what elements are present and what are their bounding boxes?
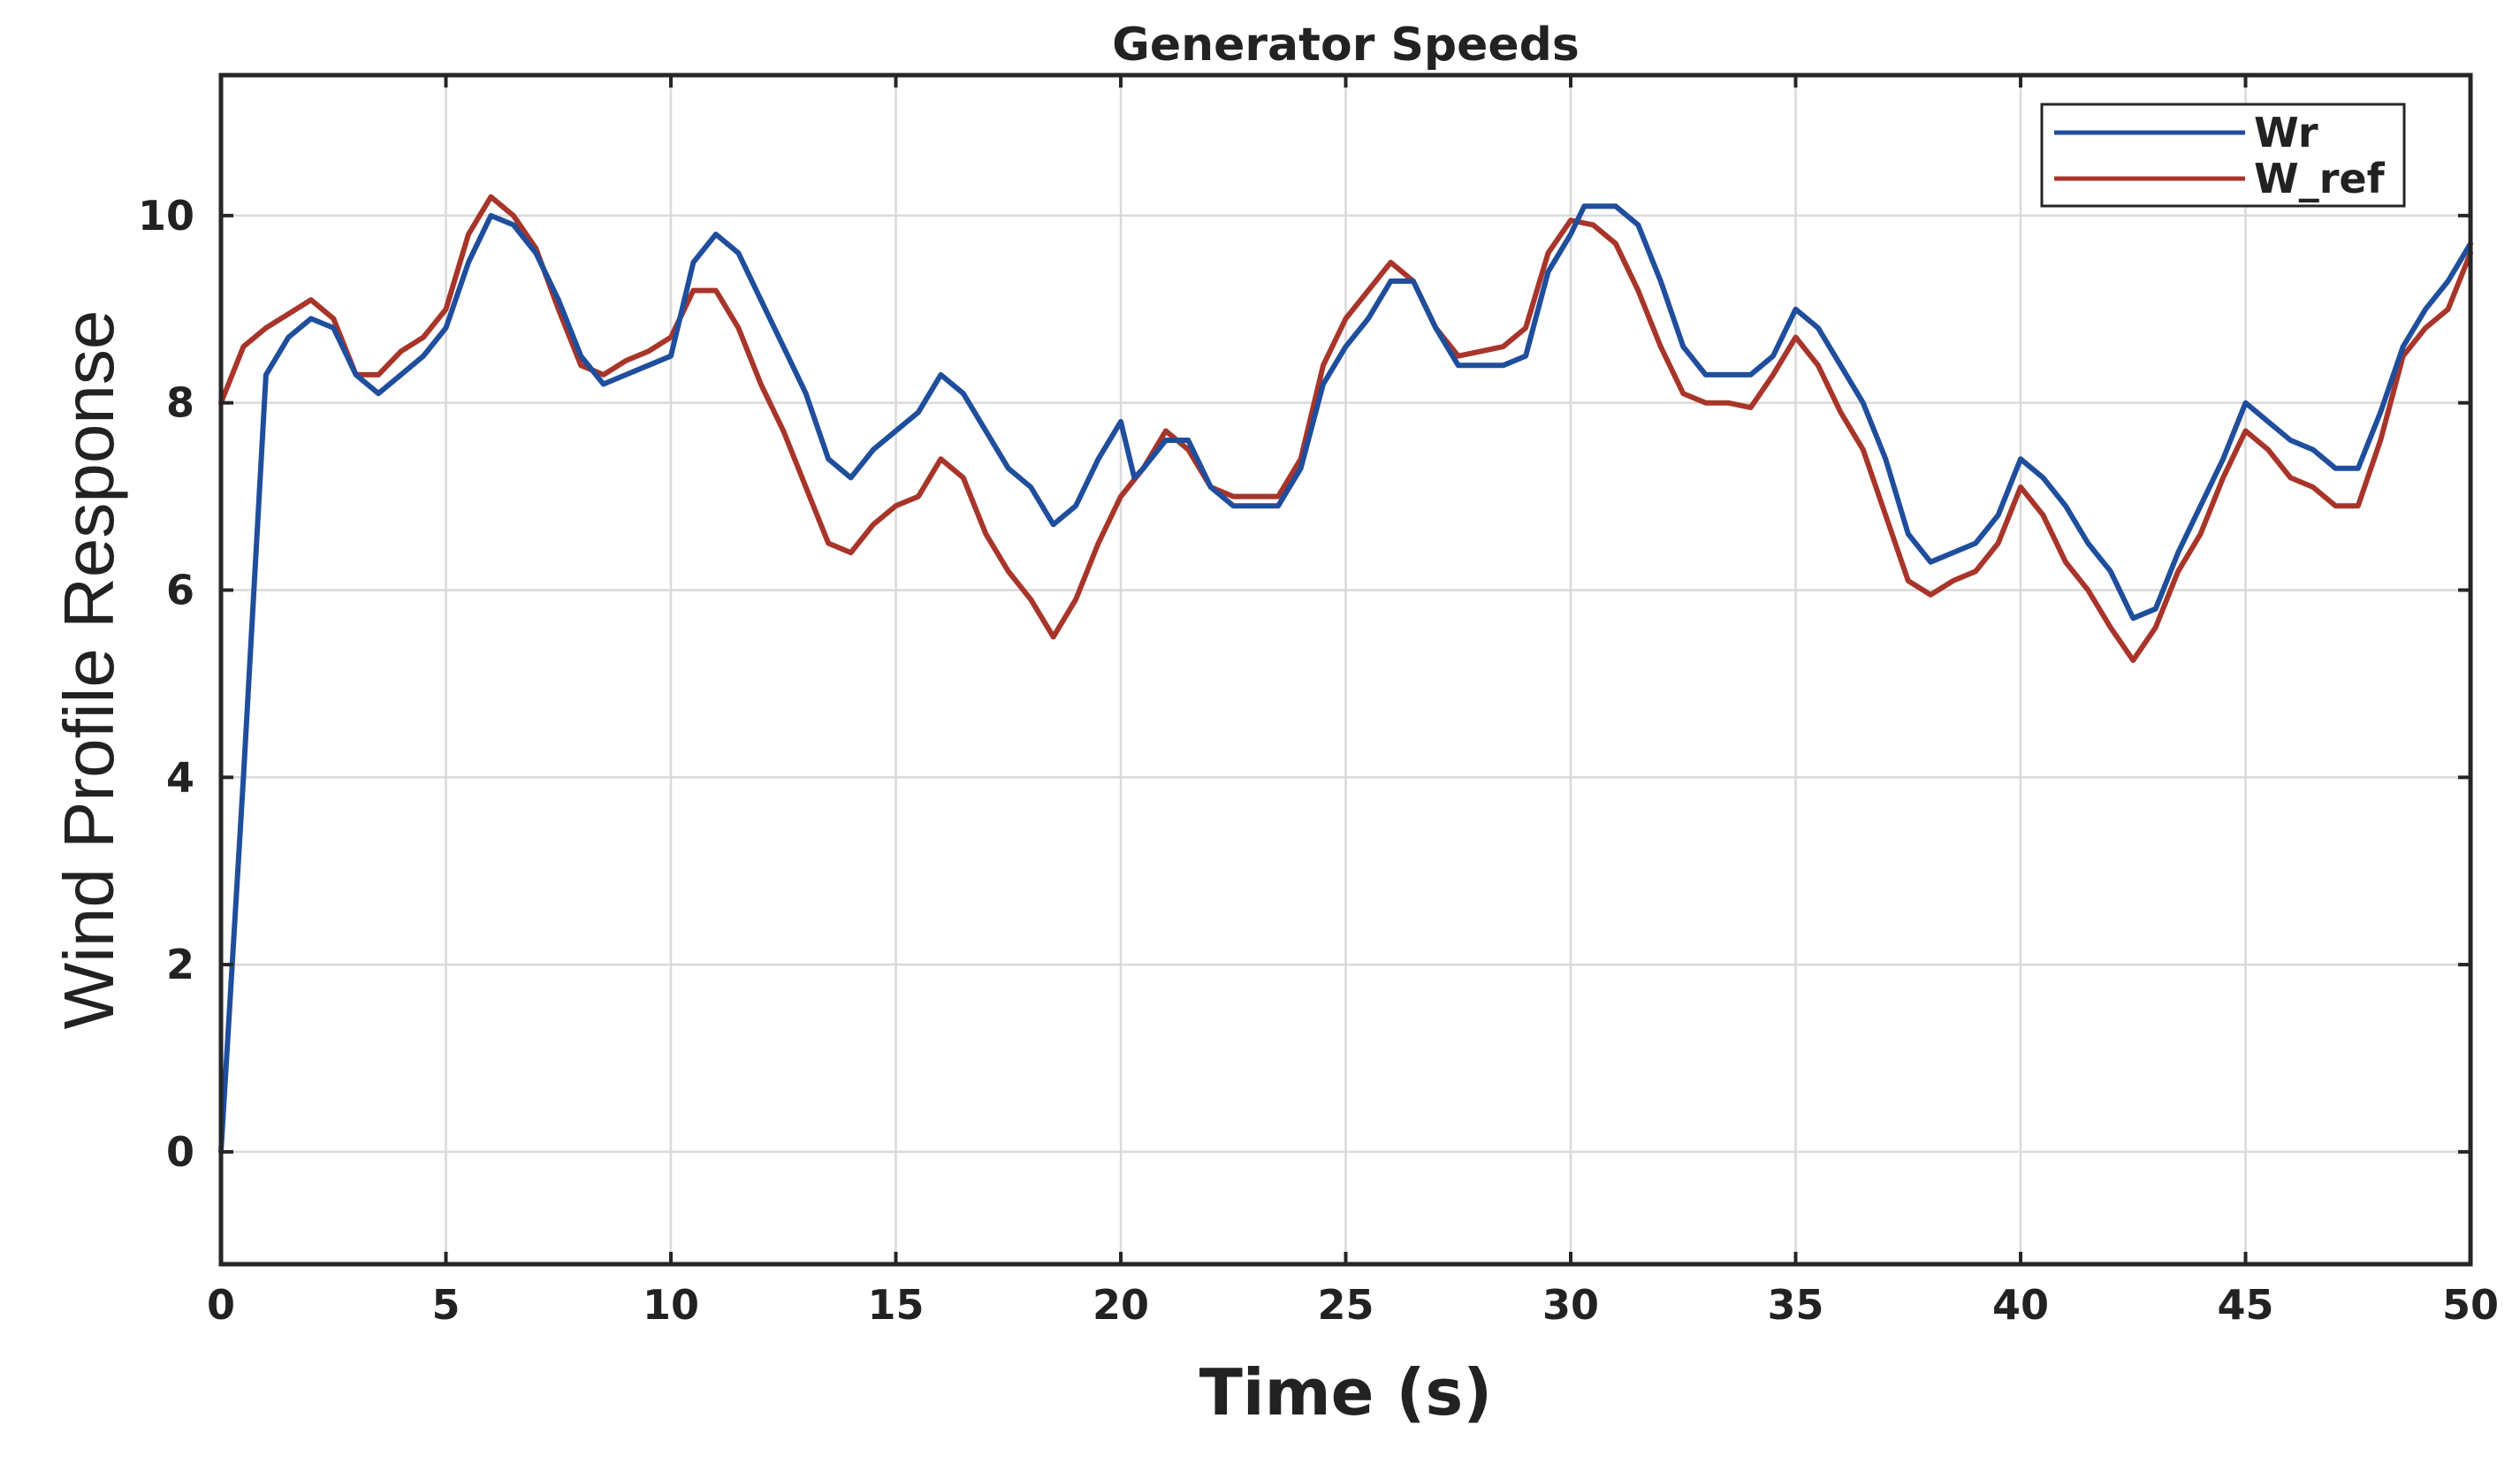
series-lines [218,194,2473,1155]
y-tick-label: 10 [138,192,194,240]
y-tick-label: 8 [166,379,194,427]
x-axis-label: Time (s) [1199,1355,1492,1430]
x-tick-label: 30 [1542,1281,1599,1329]
x-tick-label: 35 [1767,1281,1823,1329]
x-tick-label: 25 [1317,1281,1374,1329]
y-axis-label: Wind Profile Response [49,310,128,1030]
legend: Wr W_ref [2040,103,2406,208]
x-tick-label: 5 [431,1281,460,1329]
x-tick-label: 45 [2217,1281,2273,1329]
legend-label-wr: Wr [2254,109,2318,156]
legend-box [2040,103,2406,208]
x-tick-label: 50 [2442,1281,2499,1329]
x-tick-label: 0 [207,1281,235,1329]
x-axis-tick-labels: 0 5 10 15 20 25 30 35 40 45 50 [207,1281,2499,1329]
chart-title: Generator Speeds [1112,19,1580,72]
y-axis-tick-labels: 0 2 4 6 8 10 [138,192,194,1176]
series-line-wr [218,203,2473,1155]
x-tick-label: 15 [867,1281,924,1329]
legend-label-w-ref: W_ref [2254,155,2386,202]
x-tick-label: 40 [1992,1281,2049,1329]
y-tick-label: 6 [166,566,194,614]
y-tick-label: 0 [166,1128,194,1176]
y-tick-label: 2 [166,941,194,988]
x-tick-label: 20 [1093,1281,1149,1329]
tick-marks [219,75,2472,1264]
y-tick-label: 4 [166,753,194,801]
x-tick-label: 10 [643,1281,699,1329]
grid-lines [219,75,2472,1264]
